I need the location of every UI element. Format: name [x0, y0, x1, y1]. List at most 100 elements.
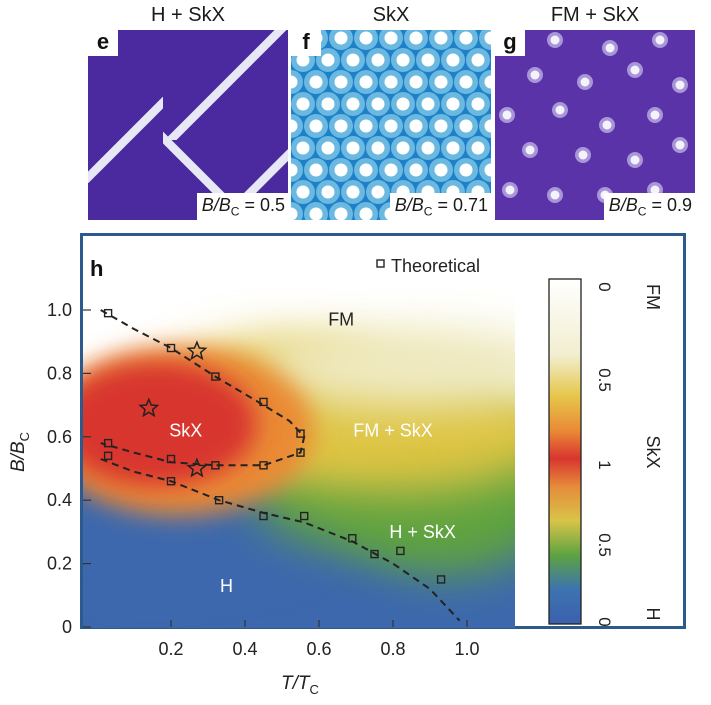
skyrmion-core	[371, 53, 385, 67]
theoretical-point	[103, 451, 113, 461]
skyrmion-core	[471, 53, 485, 67]
skx-region	[83, 362, 257, 487]
skyrmion-core	[446, 141, 460, 155]
skyrmion-core	[296, 53, 310, 67]
theoretical-point	[300, 511, 309, 521]
skyrmion-core	[675, 140, 685, 150]
legend-label: Theoretical	[391, 256, 480, 276]
panel-e-letter: e	[88, 30, 118, 56]
x-tick-label: 0.8	[380, 639, 405, 659]
skyrmion-core	[578, 150, 588, 160]
theoretical-point	[436, 575, 446, 584]
theoretical-point	[396, 546, 405, 556]
theoretical-point	[296, 429, 305, 438]
skyrmion-core	[309, 75, 323, 89]
skyrmion-core	[384, 163, 398, 177]
helical-skyrmion-texture	[88, 30, 288, 220]
colorbar-tick-label: 0.5	[595, 368, 614, 392]
y-tick-label: 0.2	[47, 554, 72, 574]
region-label: FM	[328, 310, 354, 330]
helix-stripe	[194, 30, 287, 116]
experimental-point	[138, 397, 160, 418]
colorbar-tick-label: 0	[595, 282, 614, 291]
skyrmion-lattice-texture	[291, 30, 491, 220]
theoretical-point	[103, 308, 113, 318]
theoretical-point	[103, 438, 113, 448]
region-label: H	[220, 576, 233, 596]
skyrmion-core	[484, 119, 491, 133]
panel-g-field-ratio: B/BC = 0.9	[603, 193, 695, 220]
skyrmion-core	[291, 207, 298, 220]
skyrmion-core	[346, 141, 360, 155]
colorbar-tick-label: 0	[595, 617, 614, 626]
theoretical-point	[259, 461, 268, 470]
skyrmion-core	[550, 35, 560, 45]
skyrmion-core	[459, 31, 473, 45]
skyrmion-core	[502, 110, 512, 120]
skyrmion-core	[396, 141, 410, 155]
theoretical-point	[259, 397, 268, 407]
skyrmion-core	[550, 190, 560, 200]
skyrmion-core	[371, 185, 385, 199]
region-label: H + SkX	[389, 522, 456, 542]
skyrmion-core	[409, 75, 423, 89]
panel-g-letter: g	[495, 30, 525, 56]
skyrmion-core	[321, 141, 335, 155]
panel-e-image: e B/BC = 0.5	[88, 30, 288, 220]
x-tick-label: 1.0	[454, 639, 479, 659]
colorbar-tick-label: 0.5	[595, 533, 614, 557]
fm-edge-region	[251, 327, 515, 408]
skyrmion-core	[359, 207, 373, 220]
skyrmion-core	[446, 97, 460, 111]
panel-e-field-ratio: B/BC = 0.5	[196, 193, 288, 220]
colorbar-gradient	[548, 278, 582, 625]
skyrmion-core	[484, 31, 491, 45]
skyrmion-core	[471, 141, 485, 155]
skyrmion-core	[530, 70, 540, 80]
skyrmion-core	[525, 145, 535, 155]
skyrmion-core	[396, 97, 410, 111]
skyrmion-core	[602, 120, 612, 130]
skyrmion-core	[291, 163, 298, 177]
skyrmion-core	[359, 119, 373, 133]
skyrmion-core	[409, 119, 423, 133]
skyrmion-core	[291, 119, 298, 133]
skyrmion-core	[655, 35, 665, 45]
theoretical-point	[348, 534, 357, 543]
panel-e-title: H + SkX	[151, 4, 225, 26]
skyrmion-core	[371, 141, 385, 155]
skyrmion-core	[321, 53, 335, 67]
ferromagnetic-skyrmion-texture	[495, 30, 695, 220]
skyrmion-core	[409, 31, 423, 45]
phase-heatmap	[83, 236, 515, 628]
region-label: FM + SkX	[353, 420, 433, 440]
colorbar-phase-label: SkX	[643, 435, 663, 468]
skyrmion-core	[359, 31, 373, 45]
skyrmion-core	[359, 75, 373, 89]
skyrmion-core	[309, 119, 323, 133]
experimental-stars	[138, 340, 208, 478]
colorbar-phase-label: FM	[643, 284, 663, 310]
skyrmion-core	[291, 75, 298, 89]
theoretical-point	[166, 343, 176, 353]
skyrmion-core	[434, 75, 448, 89]
skyrmion-core	[484, 163, 491, 177]
helical-phase-boundary	[100, 458, 461, 622]
x-tick-label: 0.2	[158, 639, 183, 659]
skyrmion-core	[296, 97, 310, 111]
panel-h-letter: h	[90, 256, 103, 281]
colorbar-phase-label: H	[643, 608, 663, 621]
theoretical-points	[103, 308, 446, 584]
theoretical-point	[166, 454, 176, 464]
skyrmion-core	[605, 43, 615, 53]
panel-g-image: g B/BC = 0.9	[495, 30, 695, 220]
y-tick-label: 0.6	[47, 427, 72, 447]
skyrmion-core	[555, 105, 565, 115]
skyrmion-core	[384, 75, 398, 89]
skyrmion-core	[334, 163, 348, 177]
skyrmion-core	[296, 185, 310, 199]
theoretical-point	[370, 549, 379, 559]
theoretical-point	[296, 448, 305, 457]
theoretical-point	[211, 461, 220, 470]
x-axis-title: T/TC	[281, 673, 319, 697]
